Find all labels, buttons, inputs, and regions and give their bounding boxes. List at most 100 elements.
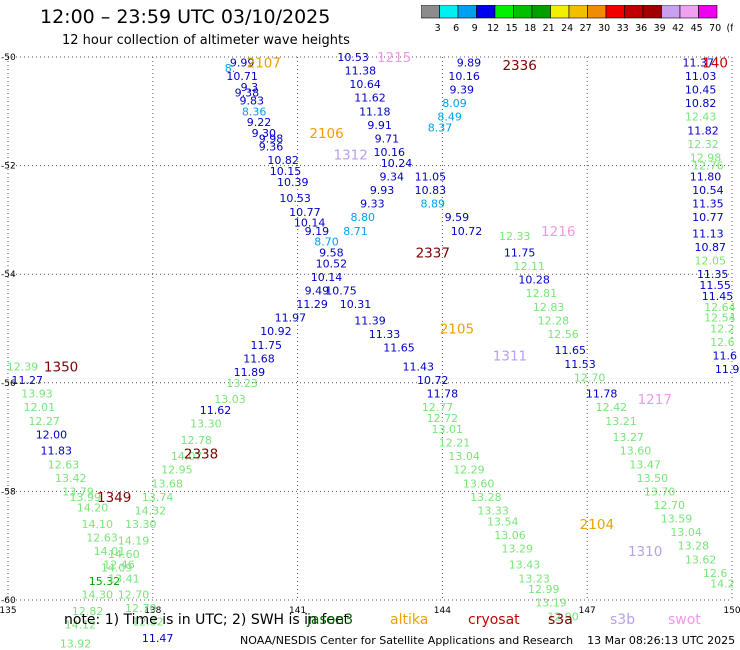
wave-height-point: 13.28	[678, 540, 710, 553]
wave-height-point: 9.71	[375, 132, 400, 145]
wave-height-point: 13.42	[55, 472, 87, 485]
wave-height-point: 11.45	[702, 290, 734, 303]
wave-height-point: 10.87	[695, 241, 727, 254]
wave-height-point: 11.82	[687, 124, 719, 137]
wave-height-point: 10.71	[226, 70, 258, 83]
color-scale-tick: 36	[635, 23, 647, 34]
wave-height-point: 13.21	[605, 415, 637, 428]
wave-height-values: 9.998.10.719.39.389.838.369.229.309.989.…	[7, 51, 740, 650]
color-scale-tick: 27	[580, 23, 592, 34]
wave-height-point: 12.11	[514, 260, 546, 273]
wave-height-point: 12.99	[528, 583, 560, 596]
wave-height-point: 12.70	[118, 589, 150, 602]
wave-height-point: 11.6	[713, 350, 738, 363]
wave-height-point: 11.62	[200, 404, 232, 417]
y-tick-label: -56	[1, 379, 16, 389]
color-scale-tick: 9	[472, 23, 478, 34]
y-tick-label: -54	[1, 270, 16, 280]
pass-time-label: 1312	[334, 148, 368, 164]
wave-height-point: 9.58	[319, 246, 344, 259]
wave-height-point: 13.47	[629, 458, 661, 471]
wave-height-point: 11.03	[685, 70, 717, 83]
wave-height-point: 11.9	[715, 363, 740, 376]
wave-height-point: 12.05	[695, 255, 727, 268]
wave-height-point: 12.2	[710, 323, 735, 336]
wave-height-point: 12.54	[704, 312, 736, 325]
wave-height-point: 12.27	[28, 415, 60, 428]
satellite-legend-s3b: s3b	[610, 612, 636, 628]
pass-time-labels: 2107 1215 2336 140 2106 1312 1216 2337 2105 1311 1…	[44, 50, 728, 560]
wave-height-point: 14.60	[108, 548, 140, 561]
satellite-legend-swot: swot	[668, 612, 701, 628]
wave-height-point: 13.30	[190, 418, 222, 431]
x-tick-label: 150	[723, 606, 740, 616]
y-tick-label: -50	[1, 53, 16, 63]
wave-height-point: 9.98	[259, 132, 284, 145]
color-scale-tick: 21	[543, 23, 555, 34]
wave-height-point: 11.18	[359, 105, 391, 118]
wave-height-point: 9.22	[247, 116, 272, 129]
wave-height-point: 10.82	[685, 97, 717, 110]
wave-height-point: 9.91	[367, 119, 392, 132]
wave-height-point: 13.59	[661, 513, 693, 526]
wave-height-point: 10.45	[685, 84, 717, 97]
wave-height-point: 12.83	[533, 301, 565, 314]
wave-height-point: 14.12	[65, 618, 97, 631]
color-scale-tick: 33	[617, 23, 629, 34]
wave-height-point: 13.43	[509, 559, 541, 572]
credit-text: NOAA/NESDIS Center for Satellite Applica…	[240, 634, 574, 647]
wave-height-point: 8.49	[437, 111, 462, 124]
wave-height-point: 13.04	[448, 450, 480, 463]
wave-height-point: 12.78	[180, 434, 212, 447]
wave-height-point: 13.62	[685, 553, 717, 566]
pass-time-label: 2106	[309, 126, 343, 142]
wave-height-point: 12.82	[72, 605, 104, 618]
wave-height-point: 10.14	[294, 217, 326, 230]
wave-height-point: 12.33	[499, 230, 531, 243]
wave-height-point: 13.28	[470, 491, 502, 504]
wave-height-point: 13.03	[214, 393, 246, 406]
wave-height-point: 11.65	[383, 342, 415, 355]
wave-height-point: 13.79	[62, 485, 94, 498]
wave-height-point: 8.80	[351, 211, 376, 224]
pass-time-label: 140	[702, 55, 728, 71]
x-tick-label: 141	[289, 606, 306, 616]
wave-height-point: 12.00	[36, 428, 68, 441]
chart-title: 12:00 – 23:59 UTC 03/10/2025	[40, 6, 331, 28]
wave-height-point: 11.62	[354, 92, 386, 105]
wave-height-point: 10.39	[277, 176, 309, 189]
wave-height-point: 11.97	[275, 312, 307, 325]
wave-height-point: 11.80	[690, 170, 722, 183]
pass-time-label: 2337	[416, 245, 450, 261]
wave-height-point: 11.05	[415, 170, 447, 183]
wave-height-point: 11.33	[369, 328, 401, 341]
wave-height-point: 12.43	[685, 111, 717, 124]
wave-height-point: 8.89	[420, 198, 445, 211]
wave-height-point: 12.6	[710, 336, 735, 349]
wave-height-point: 12.63	[86, 532, 118, 545]
pass-time-label: 1216	[541, 224, 575, 240]
wave-height-point: 13.04	[670, 526, 702, 539]
wave-height-point: 12.76	[692, 160, 724, 173]
wave-height-point: 11.38	[345, 65, 377, 78]
wave-height-point: 12.21	[439, 437, 471, 450]
wave-height-point: 10.75	[325, 284, 357, 297]
wave-height-point: 10.24	[381, 157, 413, 170]
wave-height-point: 8.37	[428, 122, 453, 135]
wave-height-point: 11.39	[354, 314, 386, 327]
wave-height-point: 13.99	[69, 491, 101, 504]
wave-height-point: 8.36	[242, 105, 267, 118]
wave-height-point: 13.23	[518, 572, 550, 585]
chart-subtitle: 12 hour collection of altimeter wave hei…	[62, 33, 350, 48]
wave-height-point: 9.93	[370, 184, 395, 197]
wave-height-point: 12.72	[427, 412, 459, 425]
pass-time-label: 1310	[628, 544, 662, 560]
wave-height-point: 10.16	[448, 70, 480, 83]
wave-height-point: 8.70	[314, 236, 339, 249]
wave-height-point: 9.49	[305, 284, 330, 297]
note-text: note: 1) Time is in UTC; 2) SWH is in fe…	[64, 612, 350, 628]
wave-height-point: 14.10	[82, 518, 114, 531]
pass-time-label: 2107	[247, 55, 281, 71]
color-scale-tick: 15	[506, 23, 518, 34]
